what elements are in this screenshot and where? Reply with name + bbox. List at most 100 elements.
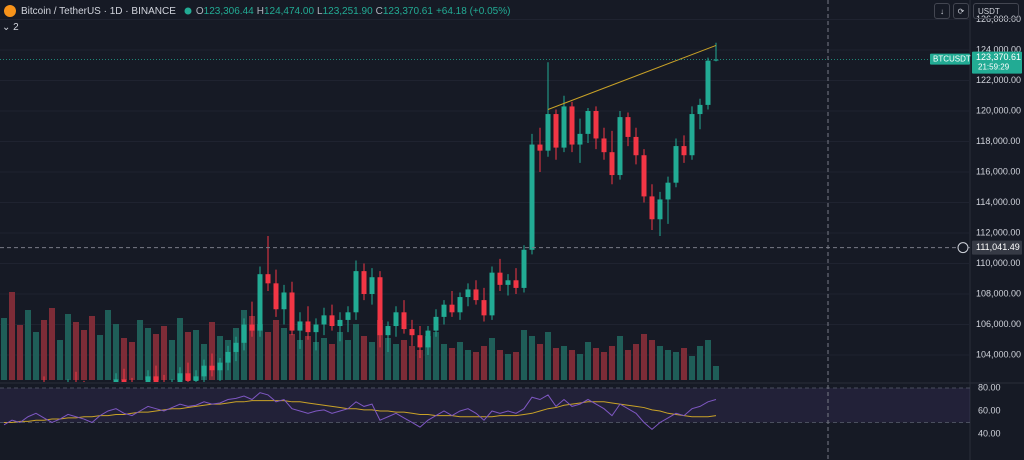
volume-bar bbox=[481, 346, 487, 380]
volume-bar bbox=[105, 310, 111, 380]
y-tick-label: 114,000.00 bbox=[976, 197, 1020, 207]
candle-body bbox=[353, 271, 359, 313]
volume-bar bbox=[417, 350, 423, 380]
volume-bar bbox=[473, 352, 479, 380]
volume-bar bbox=[681, 348, 687, 380]
last-price-tag-bg bbox=[972, 51, 1022, 74]
candle-body bbox=[577, 133, 583, 145]
volume-bar bbox=[1, 318, 7, 380]
candle-body bbox=[329, 315, 335, 327]
candle-body bbox=[513, 280, 519, 288]
volume-bar bbox=[33, 332, 39, 380]
volume-bar bbox=[321, 338, 327, 380]
candle-body bbox=[521, 249, 527, 288]
rsi-tick-label: 40.00 bbox=[978, 428, 1001, 438]
candle-body bbox=[657, 199, 663, 220]
candle-body bbox=[569, 106, 575, 145]
candle-body bbox=[433, 316, 439, 331]
candle-body bbox=[473, 289, 479, 301]
volume-bar bbox=[305, 336, 311, 380]
volume-bar bbox=[185, 332, 191, 380]
candle-body bbox=[393, 312, 399, 327]
volume-bar bbox=[641, 334, 647, 380]
last-price-label: 123,370.61 bbox=[976, 52, 1021, 62]
candle-body bbox=[665, 182, 671, 200]
candle-body bbox=[145, 376, 151, 382]
candle-body bbox=[249, 324, 255, 331]
candle-body bbox=[465, 289, 471, 298]
candle-body bbox=[297, 321, 303, 331]
volume-bar bbox=[697, 346, 703, 380]
y-tick-label: 106,000.00 bbox=[976, 319, 1021, 329]
volume-bar bbox=[393, 344, 399, 380]
candle-body bbox=[361, 271, 367, 295]
volume-bar bbox=[505, 354, 511, 380]
candle-body bbox=[113, 379, 119, 382]
candle-body bbox=[561, 106, 567, 148]
volume-bar bbox=[441, 344, 447, 380]
volume-bar bbox=[17, 325, 23, 380]
refresh-button[interactable]: ⟳ bbox=[953, 3, 969, 19]
close-value: 123,370.61 bbox=[382, 5, 433, 17]
candle-body bbox=[225, 351, 231, 363]
volume-bar bbox=[449, 348, 455, 380]
y-tick-label: 122,000.00 bbox=[976, 75, 1021, 85]
symbol[interactable]: Bitcoin / TetherUS · 1D · BINANCE bbox=[21, 5, 176, 17]
candle-body bbox=[633, 136, 639, 156]
candle-body bbox=[185, 373, 191, 381]
candle-body bbox=[713, 59, 719, 61]
volume-bar bbox=[401, 340, 407, 380]
volume-bar bbox=[585, 342, 591, 380]
candle-body bbox=[529, 144, 535, 250]
legend-header: Bitcoin / TetherUS · 1D · BINANCE O 123,3… bbox=[0, 3, 513, 19]
y-tick-label: 120,000.00 bbox=[976, 105, 1021, 115]
volume-bar bbox=[713, 366, 719, 380]
volume-bar bbox=[673, 352, 679, 380]
candle-body bbox=[177, 373, 183, 382]
close-label: C bbox=[375, 5, 383, 17]
currency-select[interactable]: USDT bbox=[973, 3, 1019, 19]
candle-body bbox=[273, 283, 279, 310]
indicator-count: 2 bbox=[13, 22, 19, 33]
candle-body bbox=[449, 304, 455, 313]
price-axis: 104,000.00 106,000.00 108,000.00 110,000.00… bbox=[930, 14, 1022, 438]
candle-body bbox=[585, 111, 591, 134]
candle-body bbox=[697, 104, 703, 115]
volume-bar bbox=[569, 350, 575, 380]
volume-bar bbox=[657, 346, 663, 380]
candle-body bbox=[417, 335, 423, 348]
volume-bar bbox=[377, 320, 383, 380]
crosshair-plus bbox=[957, 242, 969, 254]
candle-body bbox=[209, 365, 215, 371]
candle-body bbox=[553, 114, 559, 148]
symbol-icon bbox=[4, 5, 16, 17]
candle-body bbox=[257, 274, 263, 331]
candle-body bbox=[497, 272, 503, 285]
price-pane bbox=[0, 19, 970, 382]
candle-body bbox=[681, 146, 687, 156]
volume-bar bbox=[65, 314, 71, 380]
high-label: H bbox=[256, 5, 264, 17]
volume-bar bbox=[193, 330, 199, 380]
y-tick-label: 118,000.00 bbox=[976, 136, 1020, 146]
download-button[interactable]: ↓ bbox=[934, 3, 950, 19]
volume-bar bbox=[537, 344, 543, 380]
volume-bar bbox=[497, 350, 503, 380]
volume-bar bbox=[705, 340, 711, 380]
candle-body bbox=[673, 146, 679, 183]
currency: USDT bbox=[978, 6, 1000, 16]
volume-bar bbox=[577, 354, 583, 380]
volume-bar bbox=[625, 350, 631, 380]
high-value: 124,474.00 bbox=[263, 5, 315, 17]
candle-body bbox=[385, 326, 391, 336]
candle-body bbox=[601, 138, 607, 153]
candle-body bbox=[377, 277, 383, 336]
indicators-toggle[interactable]: ⌄ 2 bbox=[2, 22, 19, 33]
rsi-tick-label: 60.00 bbox=[978, 405, 1001, 415]
symbol-tag-bg bbox=[930, 53, 970, 65]
rsi-ma-line bbox=[4, 400, 717, 423]
volume-bar bbox=[49, 308, 55, 380]
y-tick-label: 124,000.00 bbox=[976, 44, 1021, 54]
volume-bar bbox=[361, 336, 367, 380]
candle-body bbox=[241, 324, 247, 343]
